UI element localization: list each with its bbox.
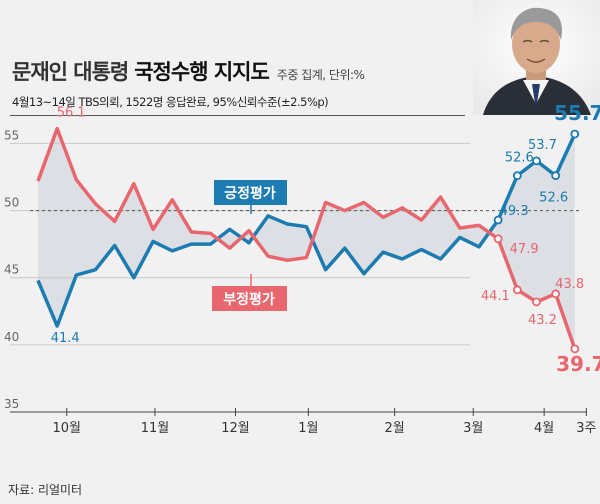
data-point	[493, 234, 503, 244]
x-tick-label: 12월	[221, 421, 250, 436]
data-point	[570, 129, 580, 139]
x-tick-label: 10월	[53, 421, 82, 436]
x-tick-label: 3주	[576, 421, 596, 436]
series-negative-line	[36, 126, 577, 350]
data-label: 39.7	[556, 352, 600, 376]
y-tick-label: 40	[4, 330, 19, 344]
gap-shade	[38, 128, 575, 349]
data-label: 55.7	[554, 101, 600, 125]
data-label: 49.3	[500, 204, 529, 219]
title-main: 국정수행 지지도	[134, 60, 270, 84]
y-tick-label: 45	[4, 263, 19, 277]
legend-negative-box	[212, 286, 287, 311]
title-prefix: 문재인 대통령	[12, 60, 129, 84]
legend-positive: 긍정평가	[214, 180, 287, 214]
data-label: 52.6	[505, 151, 534, 166]
y-tick-label: 50	[4, 196, 19, 210]
data-label: 53.7	[528, 138, 557, 153]
data-label: 43.2	[528, 313, 557, 328]
data-label: 47.9	[510, 242, 539, 257]
x-tick-label: 4월	[534, 421, 554, 436]
data-point	[551, 289, 561, 299]
title-note: 주중 집계, 단위:%	[276, 68, 365, 82]
data-label: 52.6	[539, 191, 568, 206]
legend-positive-label: 긍정평가	[224, 185, 276, 202]
data-label: 41.4	[51, 331, 80, 346]
data-point	[512, 171, 522, 181]
x-tick-label: 3월	[463, 421, 483, 436]
x-tick-label: 2월	[384, 421, 404, 436]
legend-negative-label: 부정평가	[223, 291, 275, 308]
data-point	[493, 215, 503, 225]
axes: 10월 11월 12월 1월 2월 3월 4월 3주	[10, 408, 596, 436]
x-tick-label: 11월	[141, 421, 170, 436]
data-labels: 41.449.352.653.752.655.756.147.944.143.2…	[51, 101, 600, 376]
legend-negative: 부정평가	[212, 274, 287, 311]
data-point	[532, 156, 541, 166]
y-tick-label: 55	[4, 128, 19, 142]
series	[36, 126, 580, 354]
header-divider	[10, 115, 465, 116]
data-point	[570, 344, 580, 354]
data-point	[532, 297, 541, 307]
chart-title: 문재인 대통령 국정수행 지지도 주중 집계, 단위:%	[12, 56, 472, 86]
y-tick-label: 35	[4, 397, 19, 411]
data-label: 43.8	[555, 277, 584, 292]
data-label: 56.1	[57, 106, 86, 121]
president-portrait-icon	[473, 0, 600, 115]
gap-area	[38, 128, 575, 349]
data-point	[551, 171, 561, 181]
source-note: 자료: 리얼미터	[8, 483, 83, 497]
data-point	[512, 285, 522, 295]
x-tick-label: 1월	[298, 421, 318, 436]
survey-info: 4월13~14일 TBS의뢰, 1522명 응답완료, 95%신뢰수준(±2.5…	[12, 95, 329, 109]
data-label: 44.1	[481, 289, 510, 304]
series-positive-line	[36, 133, 577, 328]
legend-positive-box	[214, 180, 287, 205]
